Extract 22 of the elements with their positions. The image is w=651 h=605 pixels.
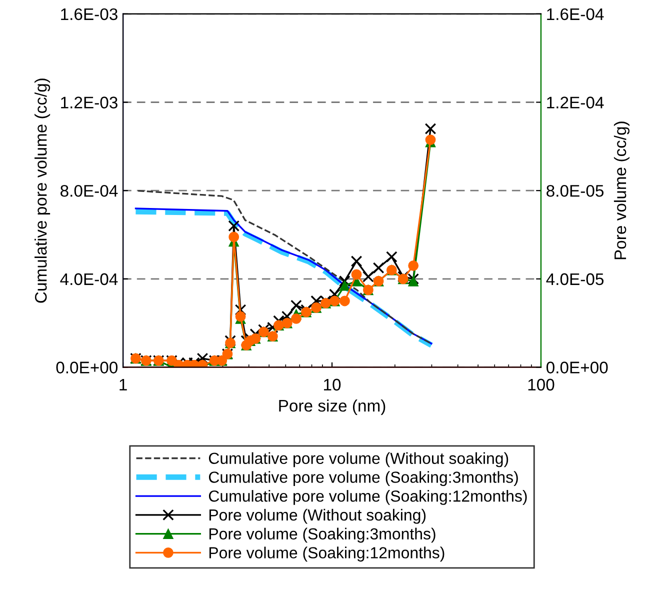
legend-label: Cumulative pore volume (Soaking:12months) bbox=[208, 490, 527, 505]
y-tick-label: 1.6E-03 bbox=[61, 8, 118, 20]
x-axis-title: Pore size (nm) bbox=[279, 399, 386, 415]
y-tick-label: 0.0E+00 bbox=[56, 362, 118, 374]
x-tick-label: 1 bbox=[120, 378, 127, 390]
legend-label: Pore volume (Without soaking) bbox=[209, 508, 426, 524]
legend-label: Cumulative pore volume (Soaking:3months) bbox=[208, 471, 518, 486]
y-tick-label: 4.0E-04 bbox=[60, 273, 118, 286]
y2-tick-label: 1.2E-04 bbox=[547, 96, 604, 108]
y2-axis-title: Pore volume (cc/g) bbox=[614, 122, 630, 260]
x-tick-label: 100 bbox=[528, 378, 554, 391]
y-tick-label: 1.2E-03 bbox=[61, 96, 118, 108]
y2-tick-label: 0.0E+00 bbox=[546, 362, 608, 374]
legend-label: Cumulative pore volume (Without soaking) bbox=[208, 452, 508, 468]
legend-label: Pore volume (Soaking:3months) bbox=[209, 528, 436, 543]
y2-tick-label: 8.0E-05 bbox=[546, 184, 604, 197]
y2-tick-label: 4.0E-05 bbox=[546, 273, 604, 286]
y-axis-title: Cumulative pore volume (cc/g) bbox=[34, 78, 50, 303]
y2-tick-label: 1.6E-04 bbox=[547, 8, 604, 20]
y-tick-label: 8.0E-04 bbox=[60, 184, 118, 197]
legend-label: Pore volume (Soaking:12months) bbox=[209, 546, 444, 562]
x-tick-label: 10 bbox=[324, 378, 341, 391]
